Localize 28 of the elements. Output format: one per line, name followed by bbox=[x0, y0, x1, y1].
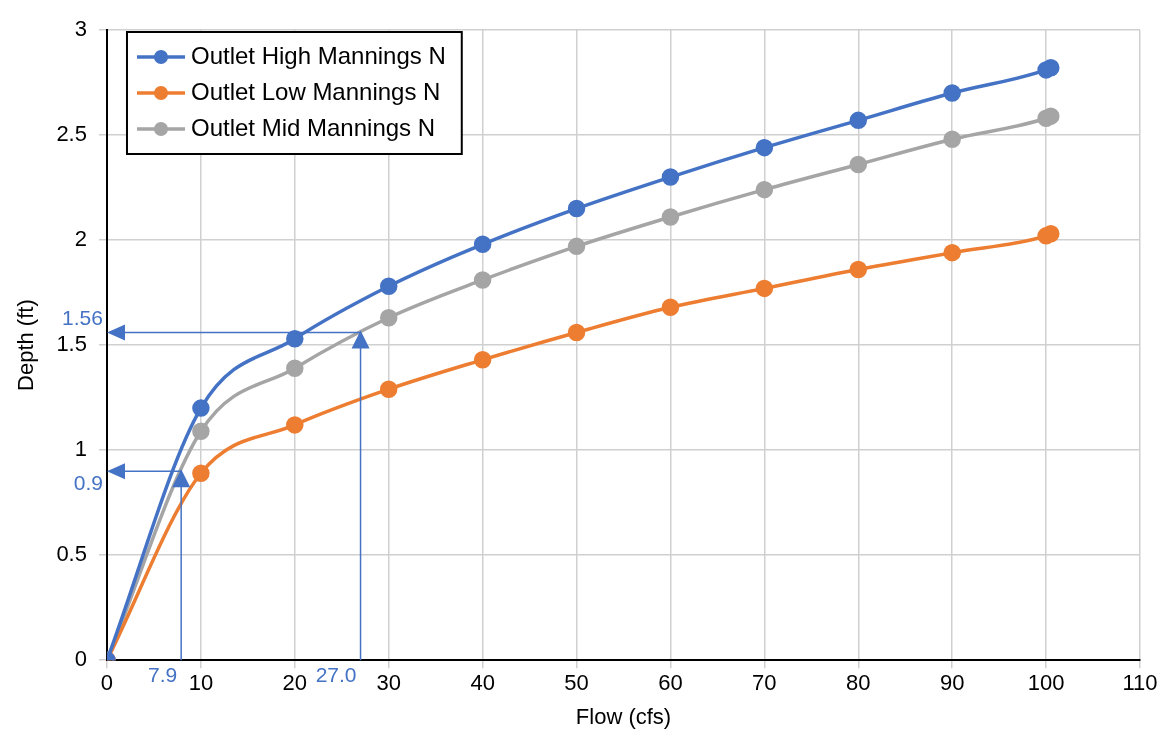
x-tick-label: 30 bbox=[376, 670, 401, 696]
ref-line-label: 1.56 bbox=[62, 305, 103, 329]
y-tick-label: 1 bbox=[74, 436, 87, 462]
legend-label: Outlet Mid Mannings N bbox=[190, 113, 436, 141]
x-tick-label: 100 bbox=[1027, 670, 1065, 696]
ref-line-label: 0.9 bbox=[73, 471, 103, 495]
ref-line-label: 7.9 bbox=[147, 663, 178, 687]
x-tick-label: 20 bbox=[282, 670, 308, 696]
x-tick-label: 0 bbox=[100, 670, 114, 696]
legend-label: Outlet Low Mannings N bbox=[190, 77, 441, 105]
x-tick-label: 70 bbox=[752, 670, 777, 696]
x-tick-label: 10 bbox=[188, 670, 214, 696]
y-tick-label: 1.5 bbox=[56, 331, 87, 357]
x-tick-label: 60 bbox=[658, 670, 683, 696]
y-tick-label: 2.5 bbox=[56, 121, 87, 147]
x-tick-label: 110 bbox=[1122, 670, 1158, 696]
x-tick-label: 90 bbox=[939, 670, 965, 696]
x-tick-label: 40 bbox=[470, 670, 495, 696]
y-tick-label: 0.5 bbox=[56, 541, 87, 567]
legend-label: Outlet High Mannings N bbox=[190, 41, 446, 69]
y-axis-title: Depth (ft) bbox=[13, 299, 39, 391]
x-axis-title: Flow (cfs) bbox=[575, 703, 672, 729]
x-tick-label: 80 bbox=[846, 670, 871, 696]
y-tick-label: 3 bbox=[74, 16, 87, 42]
y-tick-label: 0 bbox=[74, 646, 87, 672]
y-tick-label: 2 bbox=[74, 226, 87, 252]
ref-line-label: 27.0 bbox=[315, 663, 357, 687]
x-tick-label: 50 bbox=[564, 670, 589, 696]
